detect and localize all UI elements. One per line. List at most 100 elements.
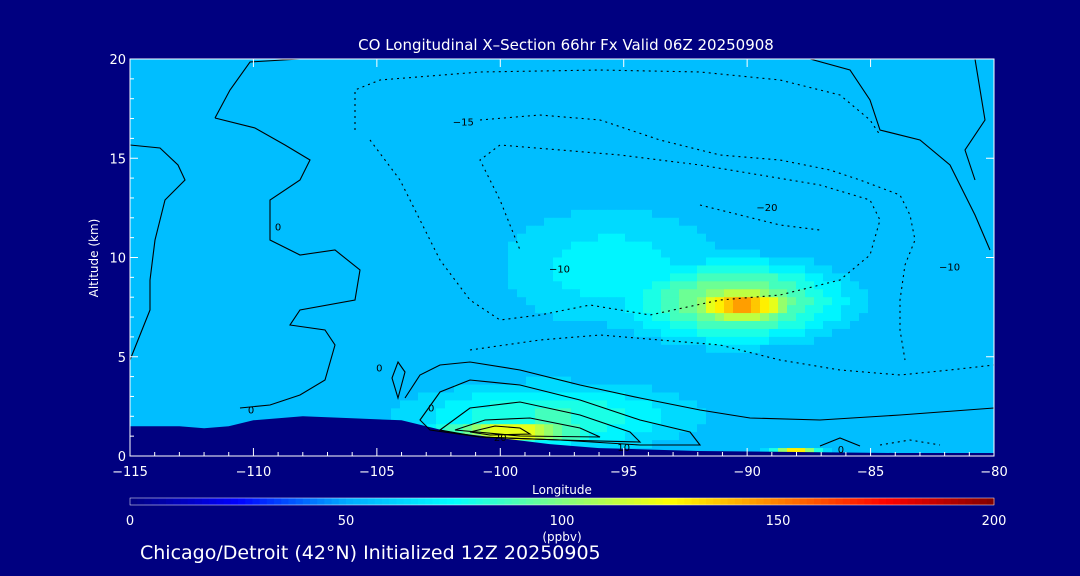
- heatmap-cell: [427, 59, 437, 68]
- heatmap-cell: [526, 384, 536, 394]
- contour-label: −20: [756, 203, 777, 214]
- heatmap-cell: [643, 233, 653, 243]
- heatmap-cell: [238, 217, 248, 227]
- heatmap-cell: [526, 257, 536, 267]
- heatmap-cell: [157, 416, 167, 425]
- heatmap-cell: [292, 59, 302, 68]
- heatmap-cell: [895, 432, 905, 441]
- heatmap-cell: [148, 336, 158, 346]
- heatmap-cell: [328, 74, 338, 84]
- heatmap-cell: [319, 138, 329, 147]
- heatmap-cell: [508, 297, 518, 306]
- heatmap-cell: [706, 170, 716, 179]
- heatmap-cell: [283, 146, 293, 155]
- heatmap-cell: [229, 305, 239, 314]
- heatmap-cell: [904, 170, 914, 179]
- heatmap-cell: [670, 328, 680, 338]
- heatmap-cell: [913, 273, 923, 282]
- heatmap-cell: [805, 66, 815, 76]
- heatmap-cell: [661, 74, 671, 84]
- heatmap-cell: [229, 384, 239, 394]
- heatmap-cell: [886, 201, 896, 211]
- heatmap-cell: [598, 66, 608, 76]
- heatmap-cell: [274, 249, 284, 259]
- heatmap-cell: [859, 146, 869, 155]
- colorbar-cell: [562, 498, 570, 505]
- heatmap-cell: [589, 114, 599, 124]
- heatmap-cell: [670, 170, 680, 179]
- heatmap-cell: [868, 305, 878, 314]
- heatmap-cell: [949, 98, 959, 108]
- heatmap-cell: [445, 265, 455, 274]
- heatmap-cell: [517, 209, 527, 219]
- heatmap-cell: [526, 217, 536, 227]
- heatmap-cell: [850, 297, 860, 306]
- heatmap-cell: [949, 162, 959, 171]
- heatmap-cell: [193, 114, 203, 124]
- heatmap-cell: [715, 432, 725, 441]
- heatmap-cell: [490, 313, 500, 322]
- heatmap-cell: [841, 313, 851, 322]
- heatmap-cell: [346, 297, 356, 306]
- heatmap-cell: [643, 201, 653, 211]
- heatmap-cell: [796, 193, 806, 203]
- heatmap-cell: [436, 66, 446, 76]
- heatmap-cell: [508, 384, 518, 394]
- heatmap-cell: [841, 384, 851, 394]
- heatmap-cell: [652, 82, 662, 92]
- heatmap-cell: [454, 408, 464, 417]
- heatmap-cell: [742, 106, 752, 116]
- heatmap-cell: [787, 249, 797, 259]
- heatmap-cell: [220, 178, 230, 187]
- heatmap-cell: [328, 384, 338, 394]
- heatmap-cell: [742, 122, 752, 132]
- heatmap-cell: [625, 432, 635, 441]
- heatmap-cell: [751, 66, 761, 76]
- heatmap-cell: [490, 305, 500, 314]
- heatmap-cell: [229, 217, 239, 227]
- heatmap-cell: [868, 146, 878, 155]
- heatmap-cell: [931, 114, 941, 124]
- heatmap-cell: [688, 217, 698, 227]
- heatmap-cell: [571, 368, 581, 378]
- heatmap-cell: [985, 82, 994, 92]
- heatmap-cell: [175, 392, 185, 402]
- heatmap-cell: [436, 146, 446, 155]
- heatmap-cell: [283, 201, 293, 211]
- heatmap-cell: [148, 384, 158, 394]
- heatmap-cell: [967, 193, 977, 203]
- heatmap-cell: [967, 114, 977, 124]
- heatmap-cell: [148, 154, 158, 163]
- heatmap-cell: [193, 273, 203, 282]
- heatmap-cell: [265, 313, 275, 322]
- heatmap-cell: [580, 98, 590, 108]
- heatmap-cell: [832, 344, 842, 354]
- heatmap-cell: [544, 424, 554, 433]
- heatmap-cell: [481, 400, 491, 409]
- heatmap-cell: [598, 98, 608, 108]
- heatmap-cell: [616, 408, 626, 417]
- heatmap-cell: [301, 146, 311, 155]
- heatmap-cell: [166, 162, 176, 171]
- heatmap-cell: [850, 59, 860, 68]
- heatmap-cell: [814, 424, 824, 433]
- heatmap-cell: [535, 193, 545, 203]
- heatmap-cell: [454, 376, 464, 386]
- heatmap-cell: [913, 225, 923, 235]
- heatmap-cell: [643, 146, 653, 155]
- heatmap-cell: [679, 59, 689, 68]
- heatmap-cell: [751, 233, 761, 243]
- heatmap-cell: [625, 344, 635, 354]
- heatmap-cell: [526, 82, 536, 92]
- heatmap-cell: [724, 59, 734, 68]
- heatmap-cell: [985, 360, 994, 370]
- heatmap-cell: [751, 328, 761, 338]
- heatmap-cell: [265, 106, 275, 116]
- heatmap-cell: [742, 360, 752, 370]
- heatmap-cell: [679, 186, 689, 195]
- heatmap-cell: [688, 82, 698, 92]
- heatmap-cell: [283, 352, 293, 362]
- heatmap-cell: [760, 98, 770, 108]
- colorbar-cell: [540, 498, 549, 505]
